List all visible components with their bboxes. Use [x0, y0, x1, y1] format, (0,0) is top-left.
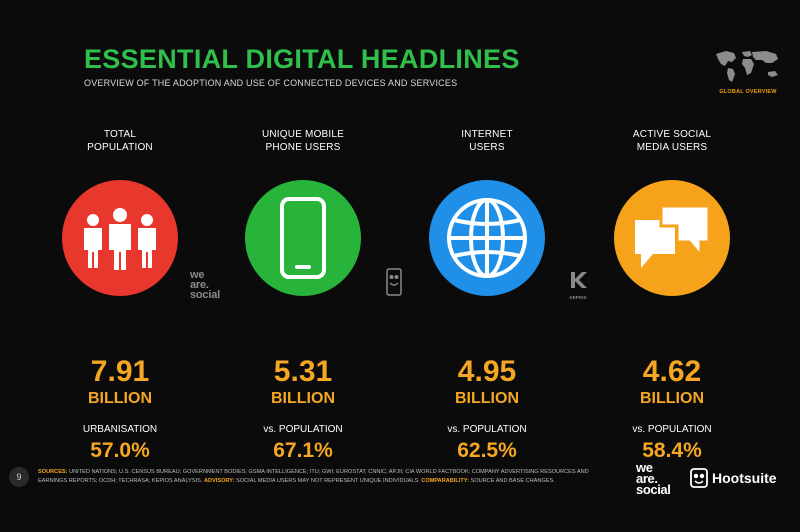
stat-mobile-users: UNIQUE MOBILE PHONE USERS 5.31 BILLION v…: [213, 128, 393, 463]
sources-note: SOURCES: UNITED NATIONS; U.S. CENSUS BUR…: [38, 469, 589, 484]
stat-sublabel: vs. POPULATION: [263, 424, 343, 435]
hootsuite-owl-icon: [690, 468, 708, 488]
page-subtitle: OVERVIEW OF THE ADOPTION AND USE OF CONN…: [84, 78, 458, 88]
stat-unit: BILLION: [640, 390, 704, 407]
stat-social-media-users: ACTIVE SOCIAL MEDIA USERS 4.62 BILLION v…: [582, 128, 762, 463]
footer: 9 SOURCES: UNITED NATIONS; U.S. CENSUS B…: [0, 458, 800, 532]
hootsuite-owl-icon: [386, 268, 402, 296]
stat-circle: [62, 180, 178, 296]
stat-unit: BILLION: [271, 390, 335, 407]
stat-label: TOTAL POPULATION: [87, 129, 153, 153]
stat-circle: [429, 180, 545, 296]
globe-icon: [447, 198, 527, 278]
kepios-mark: KEPIOS: [566, 270, 590, 300]
stat-value: 4.95: [457, 355, 517, 388]
stat-sublabel: vs. POPULATION: [632, 424, 712, 435]
chat-bubbles-icon: [635, 204, 711, 268]
page-title: ESSENTIAL DIGITAL HEADLINES: [84, 44, 520, 74]
stat-unit: BILLION: [88, 390, 152, 407]
stat-subvalue: 58.4%: [642, 439, 702, 462]
global-overview-badge: GLOBAL OVERVIEW: [712, 46, 784, 95]
kepios-icon: [571, 272, 587, 288]
mobile-phone-icon: [280, 197, 326, 279]
stat-label: INTERNET USERS: [461, 129, 513, 153]
stat-sublabel: vs. POPULATION: [447, 424, 527, 435]
stat-unit: BILLION: [455, 390, 519, 407]
stat-circle: [245, 180, 361, 296]
hootsuite-logo: Hootsuite: [690, 468, 777, 488]
stat-label: UNIQUE MOBILE PHONE USERS: [261, 129, 345, 153]
stat-value: 4.62: [642, 355, 702, 388]
stat-total-population: TOTAL POPULATION 7.91 BILLION URBANISATI…: [30, 128, 210, 463]
stat-circle: [614, 180, 730, 296]
stat-subvalue: 67.1%: [273, 439, 333, 462]
we-are-social-mark: we are. social: [190, 269, 220, 301]
people-icon: [84, 208, 156, 270]
we-are-social-logo: we are. social: [636, 460, 671, 497]
stat-label: ACTIVE SOCIAL MEDIA USERS: [632, 129, 712, 153]
world-map-icon: [716, 51, 778, 82]
stat-internet-users: INTERNET USERS 4.95 BILLION vs. POPULATI…: [397, 128, 577, 463]
stat-sublabel: URBANISATION: [82, 424, 158, 435]
stat-value: 7.91: [90, 355, 150, 388]
page-number: 9: [9, 467, 29, 487]
stat-subvalue: 62.5%: [457, 439, 517, 462]
stat-subvalue: 57.0%: [90, 439, 150, 462]
global-overview-label: GLOBAL OVERVIEW: [719, 89, 777, 95]
stat-value: 5.31: [273, 355, 333, 388]
